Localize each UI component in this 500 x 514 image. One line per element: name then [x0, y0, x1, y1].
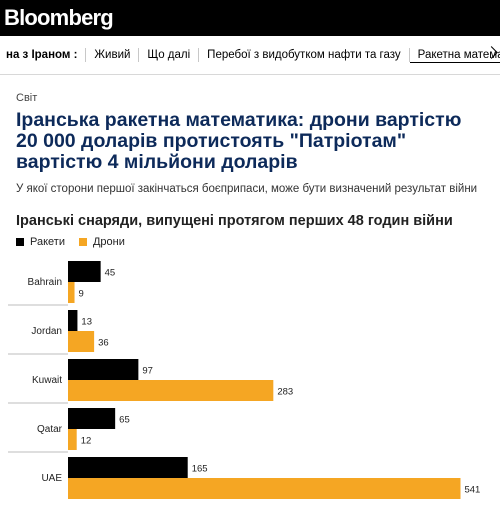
nav-item-oil-gas[interactable]: Перебої з видобутком нафти та газу [199, 48, 410, 62]
bar-drones-jordan [68, 331, 95, 352]
chart-title: Іранські снаряди, випущені протягом перш… [16, 213, 453, 229]
article-summary: У якої сторони першої закінчаться боєпри… [16, 183, 478, 195]
bar-missiles-bahrain [68, 261, 101, 282]
legend-entry-drones: Дрони [78, 236, 125, 248]
topic-nav: на з Іраном : Живий Що далі Перебої з ви… [0, 36, 500, 75]
data-label-drones-uae: 541 [464, 485, 480, 496]
bar-drones-qatar [68, 429, 77, 450]
data-label-drones-jordan: 36 [98, 338, 109, 349]
category-label-kuwait: Kuwait [32, 375, 62, 386]
legend-label-drones: Дрони [92, 236, 125, 248]
data-label-missiles-kuwait: 97 [142, 366, 153, 377]
bloomberg-logo[interactable]: Bloomberg [4, 5, 114, 30]
legend-swatch-missiles [16, 238, 24, 246]
nav-item-missile-math[interactable]: Ракетна математика Ірану [409, 48, 500, 63]
data-label-missiles-bahrain: 45 [105, 268, 116, 279]
bar-missiles-kuwait [68, 359, 139, 380]
data-label-drones-qatar: 12 [81, 436, 92, 447]
bar-drones-bahrain [68, 282, 75, 303]
legend-label-missiles: Ракети [30, 236, 65, 248]
data-label-missiles-uae: 165 [192, 464, 208, 475]
nav-lead[interactable]: на з Іраном : [0, 48, 87, 62]
section-label[interactable]: Світ [16, 92, 38, 104]
data-label-drones-bahrain: 9 [79, 289, 84, 300]
legend-entry-missiles: Ракети [16, 236, 65, 248]
legend-swatch-drones [78, 238, 87, 246]
data-label-missiles-qatar: 65 [119, 415, 130, 426]
category-label-bahrain: Bahrain [28, 277, 62, 288]
top-bar: Bloomberg [0, 0, 500, 36]
bar-drones-kuwait [68, 380, 274, 401]
bar-chart: Bahrain 45 9 Jordan 13 36 Kuwait 97 283 Qatar 65 12… [8, 261, 480, 499]
bar-missiles-qatar [68, 408, 116, 429]
category-label-jordan: Jordan [31, 326, 62, 337]
bar-missiles-jordan [68, 310, 78, 331]
data-label-missiles-jordan: 13 [81, 317, 92, 328]
nav-item-whats-next[interactable]: Що далі [139, 48, 200, 62]
nav-item-live[interactable]: Живий [86, 48, 140, 62]
bar-missiles-uae [68, 457, 188, 478]
article-headline: Іранська ракетна математика: дрони варті… [16, 109, 462, 173]
category-label-uae: UAE [41, 473, 62, 484]
data-label-drones-kuwait: 283 [277, 387, 293, 398]
category-label-qatar: Qatar [37, 424, 63, 435]
chart-legend: Ракети Дрони [16, 236, 139, 248]
bar-drones-uae [68, 478, 461, 499]
